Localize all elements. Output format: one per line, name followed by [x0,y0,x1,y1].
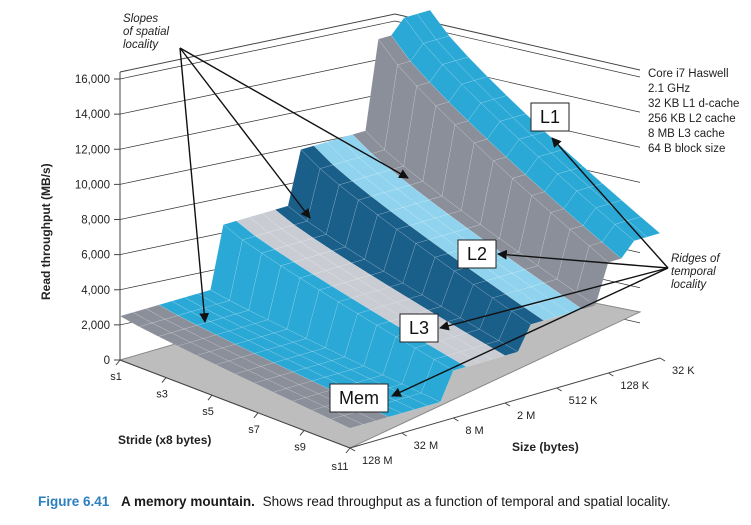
figure-number: Figure 6.41 [38,494,110,509]
slope-arrow [179,47,311,219]
y-tick-label: 8,000 [81,215,110,227]
level-box [329,383,389,413]
stride-axis-label: Stride (x8 bytes) [118,433,211,447]
stride-axis: s1 s3 s5 s7 s9 s11 [110,359,351,473]
y-tick-label: 10,000 [75,179,110,191]
surface-cell [330,415,364,429]
y-axis: 0 2,000 4,000 6,000 8,000 10,000 12,000 14,000 1… [75,73,121,367]
y-tick-label: 14,000 [75,109,110,121]
annotation-line: Ridges of [671,253,721,265]
stride-tick-label: s11 [332,461,349,473]
level-labels: L1 L2 L3 Mem [329,102,570,413]
system-info-line: 64 B block size [648,143,725,155]
size-axis-label: Size (bytes) [512,440,579,454]
system-info-line: Core i7 Haswell [648,68,729,80]
size-tick-label: 32 M [414,440,438,452]
annotation-arrows [179,47,669,397]
size-tick-label: 128 M [362,455,393,467]
level-box [399,313,439,343]
level-label: L2 [467,244,487,264]
annotation-line: Slopes [123,13,158,25]
stride-tick-label: s9 [294,441,306,453]
annotation-line: temporal [671,266,716,278]
size-tick-label: 2 M [517,410,535,422]
system-info-line: 32 KB L1 d-cache [648,98,739,110]
ridge-arrow [551,137,669,269]
level-box [530,102,570,132]
slope-arrow [179,47,409,179]
annotation-line: locality [123,39,159,51]
level-box [457,239,497,269]
system-info-line: 256 KB L2 cache [648,113,736,125]
slope-arrow [179,47,210,323]
figure-caption: Figure 6.41 A memory mountain. Shows rea… [38,494,671,509]
y-tick-label: 0 [104,355,110,367]
level-label: L1 [540,107,560,127]
annotation-line: locality [671,279,707,291]
figure-title: A memory mountain. [121,494,255,509]
size-tick-label: 512 K [569,395,598,407]
y-tick-label: 16,000 [75,74,110,86]
stride-tick-label: s5 [202,406,214,418]
ridge-arrow [497,249,669,269]
stride-tick-label: s1 [110,371,122,383]
size-axis: 32 K 128 K 512 K 2 M 8 M 32 M 128 M [349,357,695,467]
size-tick-label: 128 K [620,380,649,392]
y-axis-label: Read throughput (MB/s) [39,163,53,300]
ridge-arrow [391,267,669,397]
y-tick-label: 4,000 [81,285,110,297]
ridge-arrow [439,267,669,331]
annotation-line: of spatial [123,26,169,38]
figure-caption-text: Shows read throughput as a function of t… [262,494,671,509]
size-tick-label: 8 M [465,425,483,437]
stride-tick-label: s3 [156,389,168,401]
stride-tick-label: s7 [248,424,260,436]
y-tick-label: 6,000 [81,250,110,262]
system-info-line: 2.1 GHz [648,83,690,95]
system-info: Core i7 Haswell 2.1 GHz 32 KB L1 d-cache 25… [648,68,739,155]
surface-mesh [119,9,661,429]
y-tick-label: 12,000 [75,144,110,156]
system-info-line: 8 MB L3 cache [648,128,725,140]
level-label: L3 [409,318,429,338]
y-tick-label: 2,000 [81,320,110,332]
size-tick-label: 32 K [672,365,695,377]
level-label: Mem [339,388,379,408]
